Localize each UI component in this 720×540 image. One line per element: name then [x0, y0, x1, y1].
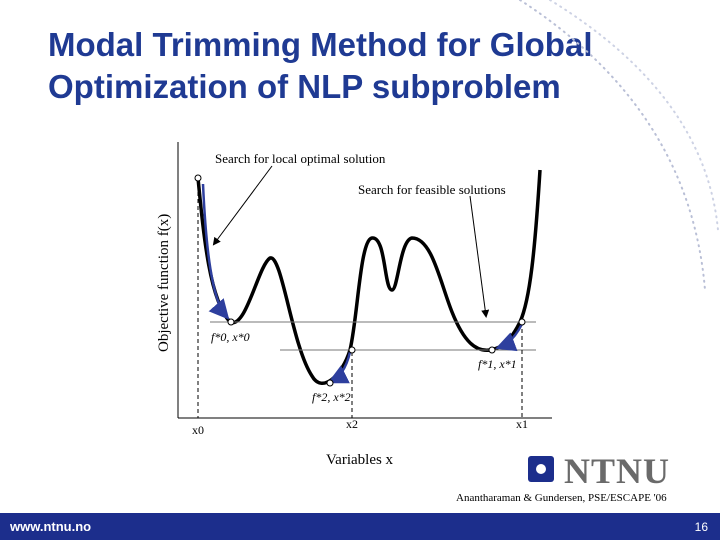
pointer-local: [212, 165, 273, 246]
tick-x1: x1: [516, 417, 528, 431]
ntnu-logo-mark: [528, 456, 554, 482]
annotation-feasible: Search for feasible solutions: [358, 182, 506, 197]
point-x2: [348, 346, 356, 354]
x-axis-label: Variables x: [326, 452, 394, 468]
author-credit: Anantharaman & Gundersen, PSE/ESCAPE '06: [456, 492, 667, 504]
title-line-2: Optimization of NLP subproblem: [48, 68, 561, 105]
optimum-point-2: [326, 379, 334, 387]
pointer-feasible: [469, 195, 490, 318]
footer-bar: www.ntnu.no 16: [0, 513, 720, 540]
tick-x2: x2: [346, 417, 358, 431]
start-point-x0: [194, 174, 202, 182]
ntnu-logo-text: NTNU: [564, 451, 671, 491]
search-arrow-x1: [495, 323, 524, 352]
point-x1: [518, 318, 526, 326]
annotation-local: Search for local optimal solution: [215, 151, 386, 166]
label-f2-x2: f*2, x*2: [312, 390, 351, 404]
tick-x0: x0: [192, 423, 204, 437]
y-axis-label: Objective function f(x): [156, 214, 172, 352]
search-arrow-local: [201, 183, 230, 320]
footer-url[interactable]: www.ntnu.no: [10, 519, 92, 534]
label-f0-x0: f*0, x*0: [211, 330, 250, 344]
optimum-point-1: [488, 346, 496, 354]
search-arrow-x2: [327, 351, 352, 384]
label-f1-x1: f*1, x*1: [478, 357, 517, 371]
slide-title: Modal Trimming Method for Global Optimiz…: [48, 24, 592, 108]
page-number: 16: [694, 520, 708, 534]
objective-curve: [196, 169, 542, 385]
title-line-1: Modal Trimming Method for Global: [48, 26, 593, 63]
optimum-point-0: [227, 318, 235, 326]
